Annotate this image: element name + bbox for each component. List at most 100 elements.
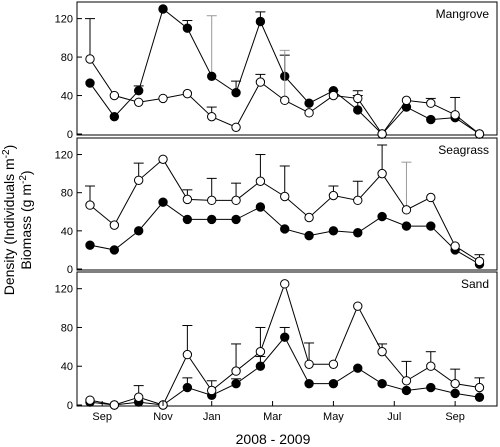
open-point bbox=[353, 301, 363, 311]
open-point bbox=[377, 346, 387, 357]
x-tick-label: Jan bbox=[203, 411, 221, 423]
filled-point bbox=[182, 214, 193, 225]
open-point bbox=[377, 129, 387, 139]
filled-point bbox=[158, 197, 168, 207]
filled-point bbox=[158, 4, 168, 14]
open-point bbox=[377, 168, 387, 179]
open-point bbox=[207, 195, 217, 206]
y-axis-title-density-end: ) bbox=[1, 145, 17, 150]
open-point bbox=[474, 256, 485, 267]
open-point bbox=[328, 90, 339, 101]
panel-frame bbox=[76, 271, 498, 407]
filled-point bbox=[85, 240, 95, 250]
y-axis-title-density: Density (Individuals m-2) bbox=[1, 145, 17, 296]
filled-point bbox=[207, 214, 217, 225]
filled-point bbox=[182, 382, 193, 393]
filled-point bbox=[109, 111, 120, 122]
open-point bbox=[401, 95, 412, 106]
series-line-open bbox=[89, 282, 480, 406]
series-line-filled bbox=[89, 336, 480, 406]
filled-point bbox=[377, 378, 387, 389]
x-tick-label: Mar bbox=[263, 411, 282, 423]
x-tick-label: Sep bbox=[445, 411, 465, 423]
x-tick-label: May bbox=[323, 411, 344, 423]
open-point bbox=[133, 175, 144, 185]
filled-point bbox=[231, 87, 241, 98]
filled-point bbox=[328, 378, 339, 389]
filled-point bbox=[304, 98, 314, 108]
y-axis-title-biomass-sup: -2 bbox=[18, 175, 29, 184]
filled-point bbox=[85, 78, 95, 88]
open-point bbox=[304, 359, 314, 369]
open-point bbox=[328, 190, 339, 201]
filled-point bbox=[182, 23, 193, 33]
filled-point bbox=[401, 221, 412, 231]
open-point bbox=[133, 97, 144, 107]
y-axis-title-biomass-main: Biomass (g m bbox=[18, 184, 34, 270]
open-point bbox=[353, 93, 363, 104]
open-point bbox=[474, 129, 485, 139]
y-tick-label: 0 bbox=[67, 400, 73, 412]
open-point bbox=[255, 77, 266, 87]
open-point bbox=[401, 376, 412, 386]
filled-point bbox=[207, 71, 217, 82]
open-point bbox=[182, 194, 193, 205]
y-tick-label: 40 bbox=[61, 91, 73, 103]
y-axis-title-biomass: Biomass (g m-2) bbox=[18, 170, 34, 269]
y-axis-title-density-main: Density (Individuals m bbox=[1, 158, 17, 295]
panel-0: 0 40 80 120 Mangrove bbox=[55, 1, 498, 141]
filled-point bbox=[304, 378, 314, 389]
filled-point bbox=[280, 332, 290, 342]
filled-point bbox=[255, 202, 266, 212]
y-tick-label: 80 bbox=[61, 52, 73, 64]
filled-point bbox=[133, 86, 144, 96]
y-tick-label: 40 bbox=[61, 226, 73, 238]
y-tick-label: 80 bbox=[61, 322, 73, 334]
open-point bbox=[207, 385, 217, 396]
y-tick-label: 0 bbox=[67, 129, 73, 141]
y-axis-title-density-sup: -2 bbox=[1, 149, 12, 158]
filled-point bbox=[231, 378, 241, 389]
y-tick-label: 120 bbox=[55, 14, 73, 26]
filled-point bbox=[426, 382, 436, 393]
y-tick-label: 40 bbox=[61, 361, 73, 373]
panels: 0 40 80 120 Mangrove 0 40 80 120 Seagrass 0 40 80 120… bbox=[55, 1, 498, 412]
open-point bbox=[450, 110, 460, 120]
filled-point bbox=[109, 245, 120, 255]
filled-point bbox=[401, 385, 412, 396]
x-tick-label: Nov bbox=[153, 411, 173, 423]
filled-point bbox=[133, 226, 144, 236]
open-point bbox=[353, 195, 363, 206]
filled-point bbox=[328, 226, 339, 236]
open-point bbox=[280, 95, 290, 106]
filled-point bbox=[377, 211, 387, 222]
open-point bbox=[231, 195, 241, 206]
panel-title: Sand bbox=[461, 277, 489, 291]
open-point bbox=[231, 122, 241, 132]
panel-2: 0 40 80 120 Sand bbox=[55, 271, 498, 412]
open-point bbox=[109, 220, 120, 230]
open-point bbox=[133, 392, 144, 402]
panel-title: Mangrove bbox=[436, 7, 490, 21]
x-tick-label: Sep bbox=[92, 411, 112, 423]
filled-point bbox=[280, 224, 290, 234]
open-point bbox=[304, 108, 314, 118]
filled-point bbox=[450, 388, 460, 399]
y-axis-title-biomass-end: ) bbox=[18, 170, 34, 175]
filled-point bbox=[304, 230, 314, 241]
open-point bbox=[450, 241, 460, 251]
x-axis-title: 2008 - 2009 bbox=[236, 431, 311, 447]
open-point bbox=[158, 154, 168, 165]
filled-point bbox=[255, 16, 266, 27]
open-point bbox=[85, 200, 95, 210]
y-tick-label: 80 bbox=[61, 188, 73, 200]
open-point bbox=[255, 176, 266, 186]
y-tick-label: 120 bbox=[55, 150, 73, 162]
open-point bbox=[280, 191, 290, 202]
panel-frame bbox=[76, 137, 498, 271]
open-point bbox=[109, 90, 120, 101]
open-point bbox=[207, 111, 217, 122]
open-point bbox=[85, 54, 95, 64]
x-ticks: SepNovJanMarMayJulSepNov bbox=[92, 401, 465, 423]
